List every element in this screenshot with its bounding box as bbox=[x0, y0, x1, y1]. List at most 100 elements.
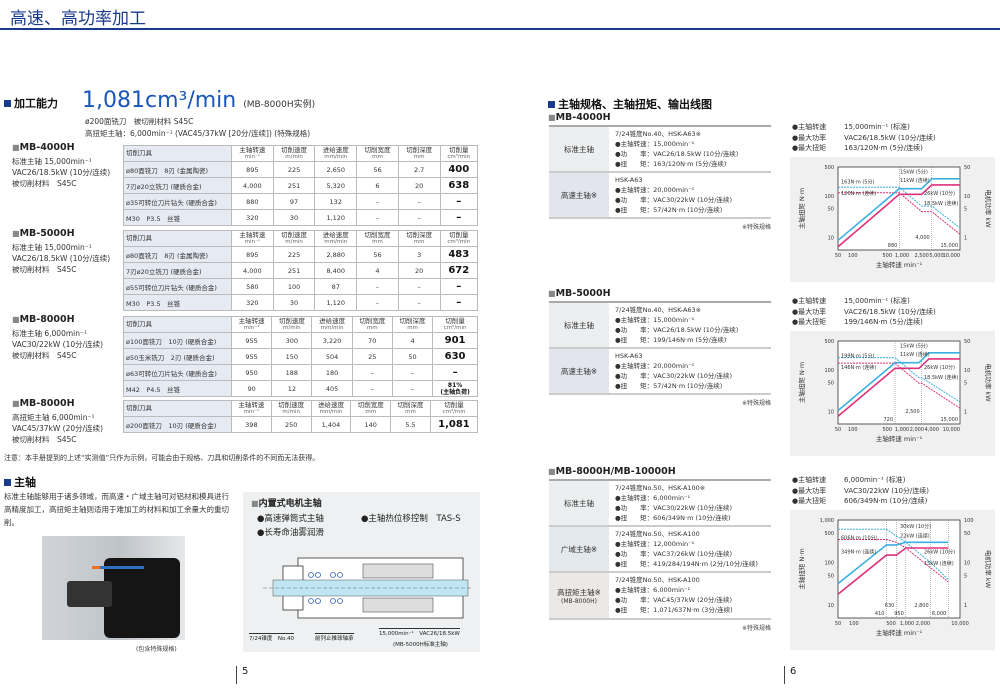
series-power-short bbox=[837, 177, 960, 242]
spindle-type-label: 广域主轴※ bbox=[560, 544, 598, 554]
header-name: 切削深度 bbox=[399, 316, 426, 325]
value-cell: 20 bbox=[397, 177, 441, 194]
chart-spec-line: ●最大扭矩 163/120N·m (5分/连续) bbox=[792, 143, 992, 154]
marker-label: 15,000 bbox=[941, 417, 959, 423]
special-note: ※特殊规格 bbox=[741, 224, 771, 231]
cutting-table: 切削刀具 主轴转速 min⁻¹ 切削速度 m/min 进给速度 mm/min 切削宽度 mm 切削… bbox=[123, 400, 479, 433]
value-cell: 4 bbox=[356, 262, 399, 279]
y2-axis-label: 电机功率 kW bbox=[984, 550, 993, 589]
value-cell: 132 bbox=[314, 193, 358, 210]
column-header: 切削宽度 mm bbox=[350, 400, 392, 417]
value-cell: 2,650 bbox=[314, 161, 358, 178]
y-tick-label: 100 bbox=[824, 368, 834, 374]
tool-cell: 7刃ø20立铣刀 (硬质合金) bbox=[123, 262, 232, 279]
header-name: 主轴转速 bbox=[238, 400, 265, 409]
header-unit: min⁻¹ bbox=[243, 408, 260, 415]
value-cell: – bbox=[397, 294, 441, 311]
tool-cell: ø55可转位刀片钻头 (硬质合金) bbox=[123, 278, 232, 295]
x-tick-label: 500 bbox=[882, 427, 892, 433]
value-cell: 180 bbox=[311, 364, 353, 381]
header-unit: min⁻¹ bbox=[244, 238, 261, 245]
chart-annotation: 18.5kW (连续) bbox=[924, 200, 959, 207]
header-name: 切削宽度 bbox=[357, 400, 384, 409]
spec-line: 7/24锥度No.50、HSK-A100 bbox=[615, 530, 700, 538]
header-unit: m/min bbox=[285, 238, 303, 245]
table-model: MB-8000H bbox=[12, 314, 75, 325]
spindle-type-label: 标准主轴 bbox=[564, 498, 594, 508]
x-tick-label: 1,000 bbox=[895, 253, 909, 259]
header-unit: m/min bbox=[285, 153, 303, 160]
tool-cell: M30 P3.5 丝锥 bbox=[123, 209, 232, 226]
column-header: 主轴转速 min⁻¹ bbox=[231, 145, 274, 162]
plot-area bbox=[837, 340, 961, 425]
value-cell: 580 bbox=[231, 278, 274, 295]
value-cell: 1,120 bbox=[314, 209, 358, 226]
table-header-row: 切削刀具 主轴转速 min⁻¹ 切削速度 m/min 进给速度 mm/min 切削宽度 mm 切削… bbox=[123, 145, 479, 162]
header-name: 切削量 bbox=[449, 145, 469, 154]
header-name: 进给速度 bbox=[322, 230, 349, 239]
table-row: ø100面铣刀 10刃 (硬质合金) 955 300 3,220 70 4 901 bbox=[123, 332, 478, 349]
y-tick-label: 1,000 bbox=[820, 518, 834, 524]
chart-spec-value: VAC30/22kW (10分/连续) bbox=[844, 486, 929, 495]
chart-annotation: 15kW (连续) bbox=[924, 560, 954, 567]
header-name: 切削宽度 bbox=[364, 145, 391, 154]
chart-annotation: 199N·m (5分) bbox=[841, 353, 874, 360]
diagram-label: (MB-5000H标准主轴) bbox=[393, 642, 448, 648]
cutting-table: 切削刀具 主轴转速 min⁻¹ 切削速度 m/min 进给速度 mm/min 切削宽度 mm 切削… bbox=[123, 316, 478, 397]
x-tick-label: 10,000 bbox=[943, 427, 961, 433]
header-name: 主轴转速 bbox=[239, 230, 266, 239]
chart-annotation: 11kW (连续) bbox=[900, 177, 930, 184]
header-name: 切削宽度 bbox=[364, 230, 391, 239]
spec-row: 高扭矩主轴※ (MB-8000H) 7/24锥度No.50、HSK-A100 ●主轴转… bbox=[549, 573, 771, 620]
header-name: 进给速度 bbox=[322, 145, 349, 154]
value-cell: 955 bbox=[230, 348, 273, 365]
value-cell: – bbox=[356, 193, 399, 210]
spec-row: 标准主轴 7/24锥度No.40、HSK-A63※ ●主轴转速：15,000min⁻… bbox=[549, 303, 771, 349]
x-tick-label: 1,000 bbox=[895, 427, 909, 433]
special-note: ※特殊规格 bbox=[741, 625, 771, 632]
series-torque-short bbox=[838, 186, 961, 229]
header-name: 切削速度 bbox=[278, 400, 305, 409]
column-header: 切削深度 mm bbox=[397, 230, 441, 247]
header-unit: min⁻¹ bbox=[243, 324, 260, 331]
value-cell: 97 bbox=[272, 193, 316, 210]
chart-spec-value: 199/146N·m (5分/连续) bbox=[844, 318, 923, 326]
model-specs: 标准主轴 15,000min⁻¹ VAC26/18.5kW (10分/连续) 被切削… bbox=[12, 156, 120, 189]
y-axis-label: 主轴扭矩 N·m bbox=[797, 188, 806, 229]
spec-line: ●扭 矩：57/42N·m (10分/连续) bbox=[615, 206, 723, 214]
tool-cell: ø80面铣刀 8刃 (金属陶瓷) bbox=[123, 246, 232, 263]
marker-label: 6,000 bbox=[932, 611, 946, 617]
header-unit: cm³/min bbox=[447, 238, 471, 245]
x-tick-label: 500 bbox=[882, 253, 892, 259]
tool-cell: ø200面铣刀 10刃 (硬质合金) bbox=[123, 416, 232, 433]
series-torque-cont bbox=[838, 192, 961, 235]
spec-line: ●主轴转速：15,000min⁻¹ bbox=[615, 140, 695, 148]
value-cell: – bbox=[439, 193, 479, 210]
spec-line: ●扭 矩：419/284/194N·m (2分/10分/连续) bbox=[615, 560, 758, 568]
column-header: 切削刀具 bbox=[123, 316, 232, 333]
marker-label: 2,800 bbox=[914, 603, 928, 609]
x-tick-label: 100 bbox=[848, 427, 858, 433]
spec-line: ●功 率：VAC26/18.5kW (10分/连续) bbox=[615, 150, 739, 158]
header-unit: mm bbox=[405, 408, 416, 415]
series-power-short bbox=[837, 351, 960, 412]
column-header: 切削量 cm³/min bbox=[432, 316, 478, 333]
x-tick-label: 2,000 bbox=[910, 427, 924, 433]
table-model: MB-5000H bbox=[12, 228, 75, 239]
spindle-spec: 7/24锥度No.40、HSK-A63※ ●主轴转速：15,000min⁻¹ ●功 … bbox=[609, 303, 744, 347]
spindle-type: 高扭矩主轴※ (MB-8000H) bbox=[549, 573, 609, 618]
value-cell: 630 bbox=[432, 348, 478, 365]
spec-table: 标准主轴 7/24锥度No.40、HSK-A63※ ●主轴转速：15,000min⁻… bbox=[549, 301, 771, 407]
y2-tick-label: 5 bbox=[964, 573, 967, 579]
x-axis-label: 主轴转速 min⁻¹ bbox=[876, 260, 923, 269]
header-unit: mm bbox=[372, 238, 383, 245]
y2-tick-label: 1 bbox=[964, 236, 967, 242]
x-tick-label: 1,000 bbox=[900, 621, 914, 627]
model-spec: 标准主轴 6,000min⁻¹ bbox=[12, 329, 87, 338]
header-name: 切削速度 bbox=[281, 230, 308, 239]
value-cell: 5,320 bbox=[314, 177, 358, 194]
value-cell: 90 bbox=[230, 380, 273, 397]
chart-spec-value: 15,000min⁻¹ (标准) bbox=[844, 123, 910, 131]
spec-row: 标准主轴 7/24锥度No.40、HSK-A63※ ●主轴转速：15,000min⁻… bbox=[549, 127, 771, 173]
